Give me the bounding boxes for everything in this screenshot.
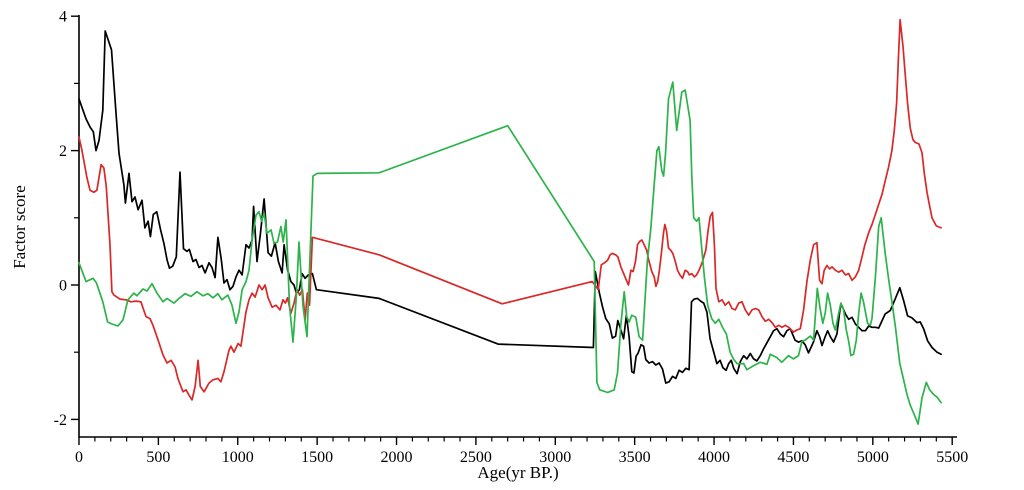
x-axis-title: Age(yr BP.) xyxy=(477,463,558,482)
y-tick-label: 0 xyxy=(59,278,67,295)
x-tick-label: 1000 xyxy=(222,449,254,466)
x-tick-label: 4500 xyxy=(777,449,809,466)
x-tick-label: 2000 xyxy=(381,449,413,466)
x-tick-label: 3000 xyxy=(539,449,571,466)
series-lines xyxy=(78,18,942,425)
axes: -2 0 2 4 0 500 1000 1500 2000 2500 3000 3500 4000 450… xyxy=(54,9,969,466)
series-black-line xyxy=(78,30,942,384)
y-tick-label: 2 xyxy=(59,143,67,160)
y-tick-label: -2 xyxy=(54,412,67,429)
x-tick-label: 4000 xyxy=(698,449,730,466)
y-axis-title: Factor score xyxy=(10,185,29,269)
x-tick-label: 5000 xyxy=(857,449,889,466)
y-tick-label: 4 xyxy=(59,9,67,26)
x-tick-label: 5500 xyxy=(936,449,968,466)
series-red-line xyxy=(78,18,942,401)
x-tick-label: 0 xyxy=(75,449,83,466)
series-green-line xyxy=(78,81,942,425)
x-tick-label: 3500 xyxy=(619,449,651,466)
axis-spines xyxy=(78,15,957,438)
x-tick-label: 2500 xyxy=(460,449,492,466)
x-tick-label: 500 xyxy=(146,449,170,466)
x-tick-label: 1500 xyxy=(301,449,333,466)
